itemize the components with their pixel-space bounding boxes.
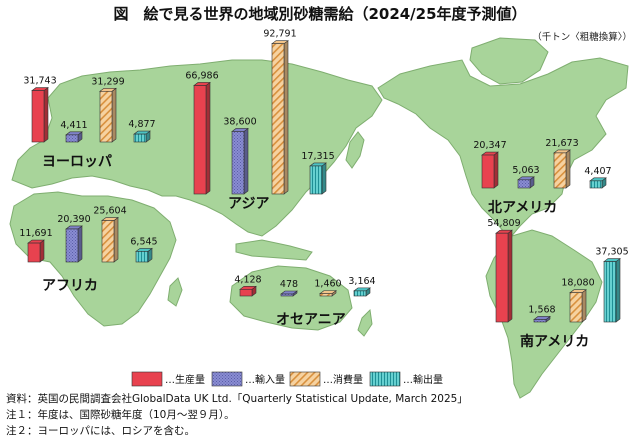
unit-label: （千トン〈粗糖換算〉） [532, 31, 632, 43]
value-label-europe-consumption: 31,299 [91, 76, 124, 87]
value-label-oceania-imports: 478 [280, 279, 298, 290]
bar-south-america-imports [533, 315, 551, 323]
value-label-asia-consumption: 92,791 [263, 29, 296, 40]
landmass-africa [9, 191, 177, 327]
value-label-asia-production: 66,986 [185, 70, 218, 81]
bar-south-america-production [495, 229, 513, 323]
region-label-north-america: 北アメリカ [488, 200, 557, 216]
bar-asia-production [193, 81, 211, 195]
value-label-africa-production: 11,691 [19, 228, 52, 239]
value-label-south-america-exports: 37,305 [595, 247, 628, 258]
region-label-asia: アジア [228, 196, 269, 212]
chart-title: 図 絵で見る世界の地域別砂糖需給（2024/25年度予測値） [113, 5, 526, 23]
legend-item-consumption: …消費量 [289, 371, 363, 387]
bar-africa-production [27, 239, 45, 263]
value-label-oceania-exports: 3,164 [348, 276, 375, 287]
bar-north-america-consumption [553, 149, 571, 189]
bar-north-america-imports [517, 176, 535, 189]
bar-europe-consumption [99, 87, 117, 143]
bar-oceania-imports [280, 290, 298, 297]
value-label-europe-production: 31,743 [23, 76, 56, 87]
bar-south-america-consumption [569, 289, 587, 323]
value-label-oceania-production: 4,128 [234, 274, 261, 285]
world-map [9, 37, 629, 399]
value-label-south-america-consumption: 18,080 [561, 278, 594, 289]
legend-item-exports: …輸出量 [369, 371, 443, 387]
value-label-south-america-production: 54,809 [487, 218, 520, 229]
landmass-madagascar [167, 277, 183, 307]
region-label-europe: ヨーロッパ [42, 154, 112, 170]
landmass-australia [229, 265, 353, 331]
landmass-indonesia [235, 239, 313, 261]
bar-europe-production [31, 86, 49, 143]
value-label-south-america-imports: 1,568 [528, 304, 555, 315]
region-label-oceania: オセアニア [276, 312, 346, 328]
value-label-europe-exports: 4,877 [128, 119, 155, 130]
landmass-new-zealand [357, 308, 373, 337]
bar-oceania-consumption [319, 290, 337, 297]
bar-oceania-production [239, 285, 257, 297]
value-label-north-america-consumption: 21,673 [545, 138, 578, 149]
bar-europe-imports [65, 131, 83, 143]
legend-label-imports: …輸入量 [245, 373, 285, 386]
landmass-japan [345, 131, 365, 169]
bar-europe-exports [133, 130, 151, 143]
value-label-north-america-production: 20,347 [473, 140, 506, 151]
source-note: 資料：英国の民間調査会社GlobalData UK Ltd.「Quarterly… [6, 392, 468, 405]
bar-africa-imports [65, 225, 83, 263]
value-label-africa-imports: 20,390 [57, 214, 90, 225]
bar-oceania-exports [353, 287, 371, 297]
value-label-asia-imports: 38,600 [223, 116, 256, 127]
legend-label-exports: …輸出量 [403, 373, 443, 386]
value-label-north-america-exports: 4,407 [584, 166, 611, 177]
legend-swatch-exports [369, 371, 401, 387]
bar-north-america-production [481, 151, 499, 189]
legend-item-production: …生産量 [131, 371, 205, 387]
legend: …生産量 …輸入量 …消費量 …輸出量 [131, 371, 443, 387]
value-label-europe-imports: 4,411 [60, 120, 87, 131]
note-2: 注２：ヨーロッパには、ロシアを含む。 [6, 424, 195, 437]
region-label-south-america: 南アメリカ [520, 333, 589, 350]
landmass-south-america [485, 229, 603, 399]
bars-layer [27, 40, 621, 323]
value-label-oceania-consumption: 1,460 [314, 279, 341, 290]
legend-label-production: …生産量 [165, 373, 205, 386]
note-1: 注１：年度は、国際砂糖年度（10月～翌９月）。 [6, 408, 235, 421]
bar-south-america-exports [603, 257, 621, 323]
legend-swatch-imports [211, 371, 243, 387]
bar-africa-exports [135, 247, 153, 263]
value-label-north-america-imports: 5,063 [512, 165, 539, 176]
bar-asia-exports [309, 162, 327, 195]
value-label-africa-consumption: 25,604 [93, 206, 126, 217]
bar-asia-consumption [271, 40, 289, 195]
bar-africa-consumption [101, 216, 119, 263]
legend-swatch-consumption [289, 371, 321, 387]
region-label-africa: アフリカ [42, 278, 98, 294]
legend-label-consumption: …消費量 [323, 373, 363, 386]
bar-asia-imports [231, 127, 249, 195]
landmass-greenland [469, 37, 549, 85]
legend-item-imports: …輸入量 [211, 371, 285, 387]
value-labels-layer: 31,743 4,411 31,299 4,877 66,986 38,600 92,791… [19, 29, 628, 316]
bar-north-america-exports [589, 177, 607, 189]
value-label-africa-exports: 6,545 [130, 236, 157, 247]
legend-swatch-production [131, 371, 163, 387]
value-label-asia-exports: 17,315 [301, 151, 334, 162]
